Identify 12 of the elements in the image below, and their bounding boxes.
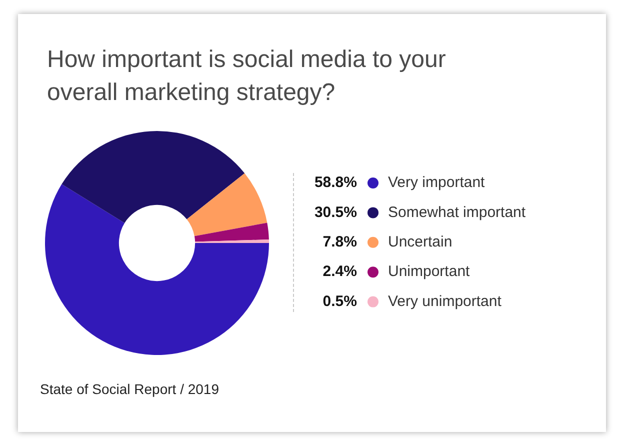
legend-label: Unimportant	[388, 263, 471, 280]
chart-title: How important is social media to your overall marketing strategy?	[47, 46, 446, 106]
legend-label: Very unimportant	[388, 292, 502, 310]
legend-label: Uncertain	[388, 234, 452, 251]
legend-label: Somewhat important	[388, 204, 526, 221]
data-label: 58.8%	[314, 174, 357, 192]
data-label: 2.4%	[322, 263, 357, 280]
data-label: 7.8%	[322, 234, 357, 251]
legend-label: Very important	[388, 174, 486, 192]
text: State of Social Report / 2019	[40, 380, 220, 397]
data-label: 0.5%	[322, 292, 357, 310]
data-label: 30.5%	[314, 204, 357, 221]
